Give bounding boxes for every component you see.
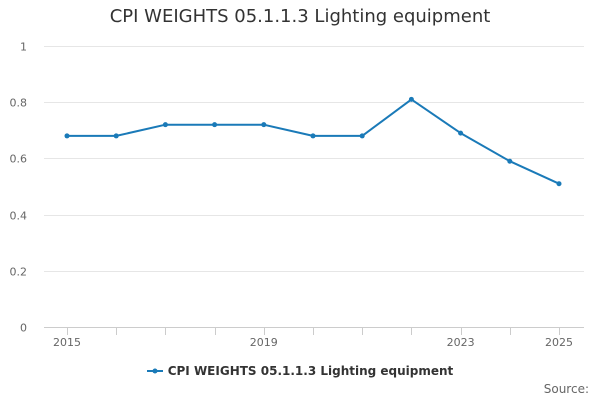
x-tick-label: 2023 bbox=[447, 336, 475, 349]
line-with-dot-icon bbox=[146, 368, 163, 374]
data-point[interactable] bbox=[408, 96, 414, 102]
data-point[interactable] bbox=[261, 122, 267, 128]
source-credit[interactable]: Source: bbox=[543, 382, 589, 396]
y-tick-label: 0.2 bbox=[10, 266, 28, 279]
y-tick-label: 0.6 bbox=[10, 153, 28, 166]
chart-title: CPI WEIGHTS 05.1.1.3 Lighting equipment bbox=[109, 6, 491, 27]
data-point[interactable] bbox=[64, 133, 70, 139]
x-tick-label: 2019 bbox=[250, 336, 278, 349]
x-tick-label: 2015 bbox=[53, 336, 81, 349]
legend-label: CPI WEIGHTS 05.1.1.3 Lighting equipment bbox=[167, 364, 454, 378]
y-tick-label: 0 bbox=[20, 322, 27, 335]
y-tick-label: 0.8 bbox=[10, 97, 28, 110]
series-cpi-weights bbox=[64, 96, 562, 187]
legend: CPI WEIGHTS 05.1.1.3 Lighting equipment bbox=[0, 364, 600, 378]
data-point[interactable] bbox=[113, 133, 119, 139]
grid-lines bbox=[44, 46, 584, 328]
data-point[interactable] bbox=[162, 122, 168, 128]
x-tick-label: 2025 bbox=[545, 336, 573, 349]
y-tick-label: 1 bbox=[20, 41, 27, 54]
data-point[interactable] bbox=[212, 122, 218, 128]
data-point[interactable] bbox=[359, 133, 365, 139]
x-axis: 2015 2019 2023 2025 bbox=[44, 327, 584, 349]
series-line[interactable] bbox=[66, 98, 560, 185]
data-point[interactable] bbox=[556, 181, 562, 187]
y-tick-label: 0.4 bbox=[10, 210, 28, 223]
data-point[interactable] bbox=[458, 130, 464, 136]
y-axis: 0 0.2 0.4 0.6 0.8 1 bbox=[10, 41, 28, 335]
data-point[interactable] bbox=[507, 158, 513, 164]
legend-item-cpi-weights[interactable]: CPI WEIGHTS 05.1.1.3 Lighting equipment bbox=[146, 364, 454, 378]
data-point[interactable] bbox=[310, 133, 316, 139]
